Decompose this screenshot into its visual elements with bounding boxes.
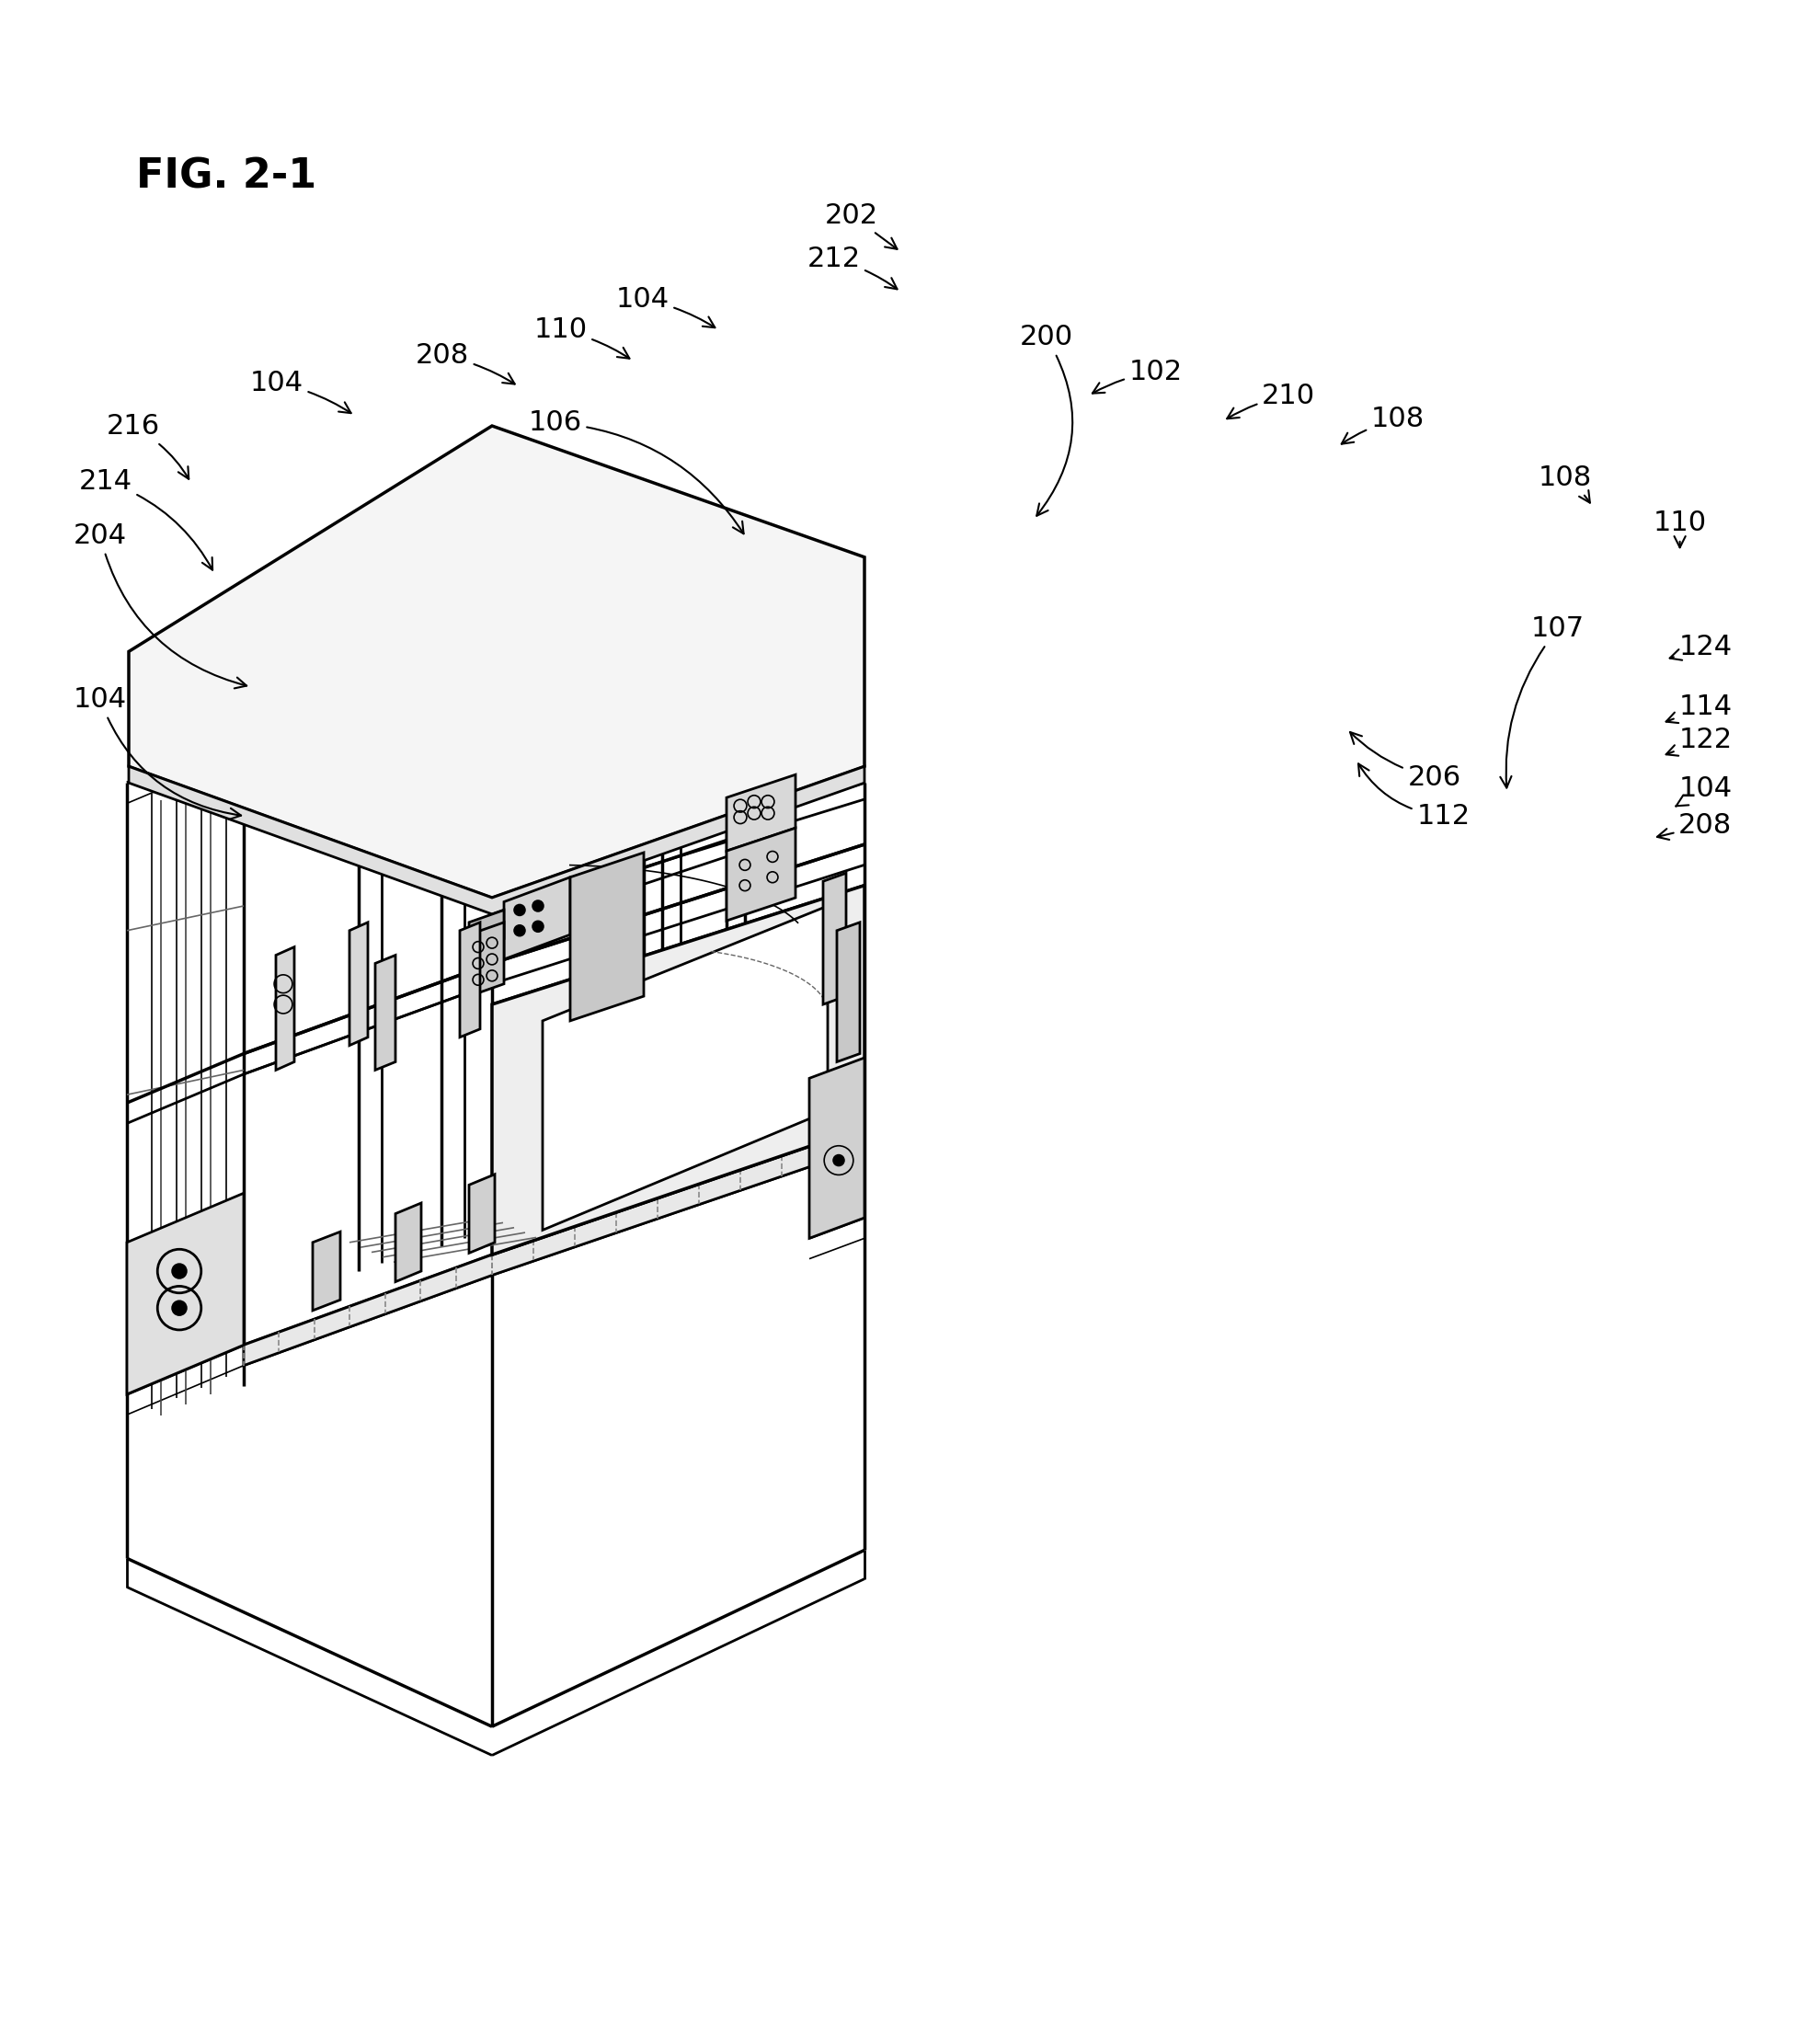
Text: 206: 206: [1350, 732, 1461, 792]
Polygon shape: [460, 922, 480, 1036]
Text: 122: 122: [1665, 726, 1733, 755]
Text: 200: 200: [1019, 324, 1074, 516]
Text: 106: 106: [528, 410, 744, 534]
Polygon shape: [395, 1204, 420, 1281]
Polygon shape: [491, 885, 864, 1255]
Text: 104: 104: [249, 369, 351, 414]
Text: 104: 104: [73, 685, 240, 820]
Text: 208: 208: [415, 343, 515, 384]
Text: 108: 108: [1538, 465, 1592, 502]
Polygon shape: [504, 877, 570, 959]
Polygon shape: [470, 1175, 495, 1253]
Text: 208: 208: [1658, 812, 1733, 840]
Polygon shape: [810, 1059, 864, 1238]
Polygon shape: [244, 1128, 864, 1365]
Circle shape: [533, 920, 544, 932]
Polygon shape: [375, 955, 395, 1071]
Circle shape: [834, 1155, 844, 1165]
Circle shape: [513, 904, 524, 916]
Circle shape: [533, 900, 544, 912]
Polygon shape: [313, 1232, 340, 1310]
Text: 110: 110: [533, 316, 630, 359]
Circle shape: [173, 1302, 187, 1316]
Polygon shape: [129, 426, 864, 898]
Text: FIG. 2-1: FIG. 2-1: [136, 157, 317, 196]
Polygon shape: [726, 828, 795, 920]
Polygon shape: [470, 910, 504, 951]
Polygon shape: [277, 947, 295, 1071]
Circle shape: [513, 924, 524, 936]
Text: 210: 210: [1227, 381, 1316, 418]
Text: 202: 202: [824, 202, 897, 249]
Text: 104: 104: [1676, 775, 1733, 806]
Text: 112: 112: [1358, 763, 1471, 830]
Text: 108: 108: [1341, 406, 1425, 445]
Text: 124: 124: [1669, 634, 1733, 661]
Polygon shape: [570, 853, 644, 1020]
Polygon shape: [726, 775, 795, 851]
Polygon shape: [129, 767, 864, 914]
Text: 216: 216: [106, 414, 189, 479]
Polygon shape: [837, 922, 859, 1063]
Text: 204: 204: [73, 522, 248, 687]
Text: 212: 212: [806, 247, 897, 290]
Polygon shape: [127, 1193, 244, 1393]
Text: 107: 107: [1500, 616, 1585, 787]
Polygon shape: [823, 873, 846, 1004]
Text: 102: 102: [1092, 359, 1183, 394]
Text: 110: 110: [1653, 510, 1707, 547]
Text: 104: 104: [615, 286, 715, 328]
Text: 214: 214: [78, 467, 213, 569]
Polygon shape: [349, 922, 368, 1044]
Text: 114: 114: [1665, 694, 1733, 722]
Circle shape: [173, 1265, 187, 1279]
Polygon shape: [470, 922, 504, 996]
Polygon shape: [542, 906, 828, 1230]
